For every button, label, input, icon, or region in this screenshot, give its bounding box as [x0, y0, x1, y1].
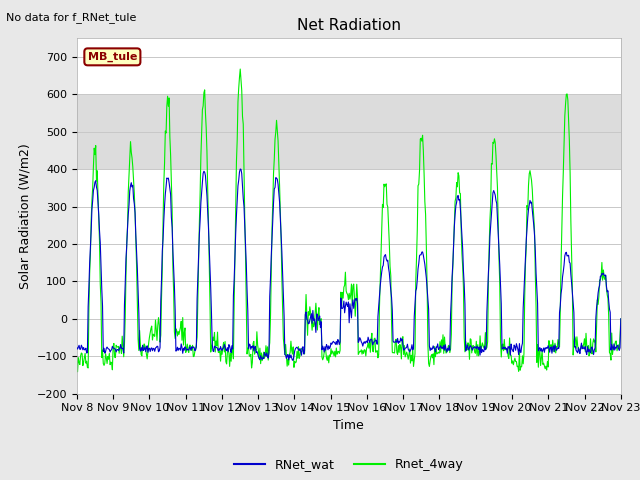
- Title: Net Radiation: Net Radiation: [297, 18, 401, 33]
- Y-axis label: Solar Radiation (W/m2): Solar Radiation (W/m2): [18, 143, 31, 289]
- Bar: [77, 95, 621, 169]
- Text: No data for f_RNet_tule: No data for f_RNet_tule: [6, 12, 137, 23]
- Text: MB_tule: MB_tule: [88, 52, 137, 62]
- Legend: RNet_wat, Rnet_4way: RNet_wat, Rnet_4way: [229, 453, 468, 476]
- X-axis label: Time: Time: [333, 419, 364, 432]
